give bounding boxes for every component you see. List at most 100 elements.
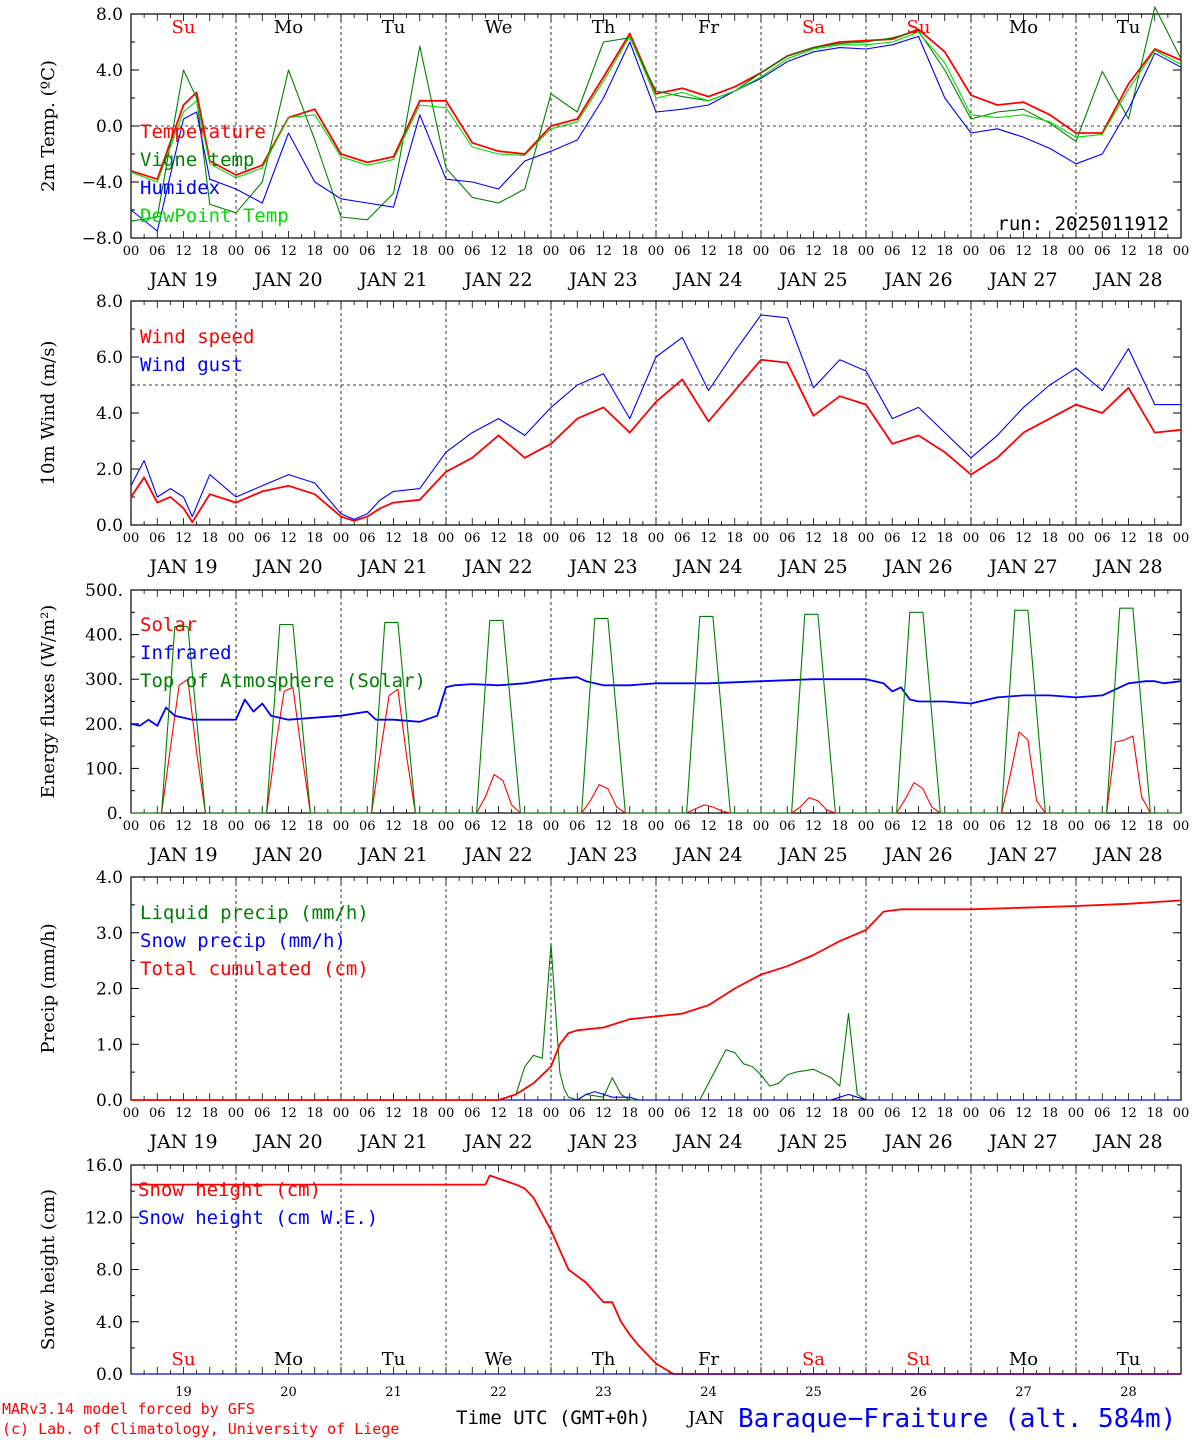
x-tick-label: 00 [1068, 1106, 1085, 1121]
y-tick-label: −8.0 [82, 229, 123, 249]
day-label: JAN 23 [567, 844, 637, 866]
x-tick-label: 06 [989, 1106, 1006, 1121]
x-tick-label: 00 [648, 819, 665, 834]
y-tick-label: 0. [107, 804, 123, 824]
x-tick-label: 00 [228, 819, 245, 834]
day-label: JAN 23 [567, 1131, 637, 1153]
series-line [130, 31, 1182, 183]
x-tick-label: 00 [228, 1106, 245, 1121]
x-tick-label: 00 [1173, 531, 1190, 546]
station-name: Baraque−Fraiture (alt. 584m) [738, 1404, 1176, 1434]
legend-entry: Humidex [140, 177, 220, 199]
x-tick-label: 00 [228, 531, 245, 546]
day-label: JAN 21 [357, 844, 427, 866]
weekday-label: Sa [802, 17, 825, 38]
x-tick-label: 18 [831, 531, 848, 546]
x-tick-label: 18 [1146, 819, 1163, 834]
y-tick-label: 8.0 [96, 5, 123, 25]
x-tick-label: 00 [648, 244, 665, 259]
x-tick-label: 06 [149, 1106, 166, 1121]
legend-entry: Infrared [140, 642, 232, 664]
y-tick-label: 8.0 [96, 292, 123, 312]
x-tick-label: 00 [858, 244, 875, 259]
y-tick-label: 4.0 [96, 61, 123, 81]
credit-line-1: MARv3.14 model forced by GFS [2, 1400, 255, 1418]
day-label: JAN 22 [462, 844, 532, 866]
y-tick-label: 4.0 [96, 404, 123, 424]
x-tick-label: 00 [438, 531, 455, 546]
x-tick-label: 06 [674, 531, 691, 546]
day-label: JAN 21 [357, 556, 427, 578]
x-tick-label: 00 [963, 244, 980, 259]
day-label: JAN 19 [147, 269, 217, 291]
y-tick-label: 12.0 [85, 1208, 123, 1228]
panel-1: 8.0 4.0 0.0 −4.0 −8.0 2m Temp. (ºC) Temperatur… [38, 5, 1189, 291]
x-tick-label: 00 [438, 244, 455, 259]
x-tick-label: 18 [306, 244, 323, 259]
series-line [131, 1091, 1181, 1101]
x-tick-label: 06 [464, 244, 481, 259]
y-tick-label: 200. [85, 715, 123, 735]
x-tick-label: 00 [228, 244, 245, 259]
x-tick-label: 18 [201, 819, 218, 834]
day-label: JAN 19 [147, 556, 217, 578]
series-line [130, 6, 1182, 222]
weekday-label: Tu [382, 1349, 406, 1370]
x-tick-label: 06 [464, 1106, 481, 1121]
series-line [130, 358, 1182, 524]
day-label: JAN 22 [462, 1131, 532, 1153]
x-tick-label: 18 [831, 1106, 848, 1121]
day-number: 23 [595, 1385, 612, 1400]
day-label: JAN 20 [252, 844, 322, 866]
x-tick-label: 06 [884, 819, 901, 834]
credit-line-2: (c) Lab. of Climatology, University of L… [2, 1420, 399, 1438]
x-tick-label: 12 [490, 531, 507, 546]
weekday-label: Su [172, 1349, 196, 1370]
x-tick-label: 06 [149, 819, 166, 834]
y-tick-label: 2.0 [96, 460, 123, 480]
x-tick-label: 18 [936, 244, 953, 259]
x-tick-label: 06 [569, 531, 586, 546]
x-tick-label: 06 [674, 1106, 691, 1121]
x-tick-label: 00 [858, 531, 875, 546]
x-tick-label: 06 [254, 531, 271, 546]
series-line [131, 607, 1181, 814]
legend-entry: DewPoint Temp [140, 205, 289, 227]
x-tick-label: 12 [595, 819, 612, 834]
x-tick-label: 12 [805, 1106, 822, 1121]
weekday-label: Mo [274, 17, 303, 38]
day-label: JAN 20 [252, 556, 322, 578]
weekday-label: Su [907, 1349, 931, 1370]
x-tick-label: 12 [910, 819, 927, 834]
day-label: JAN 24 [672, 556, 742, 578]
plot-frame [130, 589, 1182, 814]
x-tick-label: 06 [779, 1106, 796, 1121]
day-label: JAN 25 [777, 269, 847, 291]
x-tick-label: 12 [280, 1106, 297, 1121]
x-tick-label: 06 [674, 244, 691, 259]
weekday-label: Su [907, 17, 931, 38]
y-axis-label: Precip (mm/h) [38, 923, 59, 1053]
plot-frame [130, 300, 1182, 526]
x-tick-label: 00 [1173, 1106, 1190, 1121]
legend-entry: Snow height (cm) [138, 1179, 321, 1201]
legend-entry: Snow height (cm W.E.) [138, 1207, 378, 1229]
day-label: JAN 25 [777, 844, 847, 866]
x-tick-label: 18 [831, 244, 848, 259]
x-tick-label: 06 [254, 1106, 271, 1121]
x-tick-label: 06 [884, 244, 901, 259]
x-tick-label: 06 [779, 531, 796, 546]
y-tick-label: 2.0 [96, 980, 123, 1000]
day-label: JAN 19 [147, 844, 217, 866]
x-tick-label: 18 [621, 531, 638, 546]
x-tick-label: 18 [621, 819, 638, 834]
day-label: JAN 28 [1092, 844, 1162, 866]
x-tick-label: 12 [1015, 819, 1032, 834]
y-tick-label: 300. [85, 670, 123, 690]
x-tick-label: 06 [1094, 1106, 1111, 1121]
y-tick-label: 4.0 [96, 1313, 123, 1333]
x-tick-label: 12 [700, 531, 717, 546]
weekday-label: Su [172, 17, 196, 38]
x-tick-label: 06 [569, 1106, 586, 1121]
